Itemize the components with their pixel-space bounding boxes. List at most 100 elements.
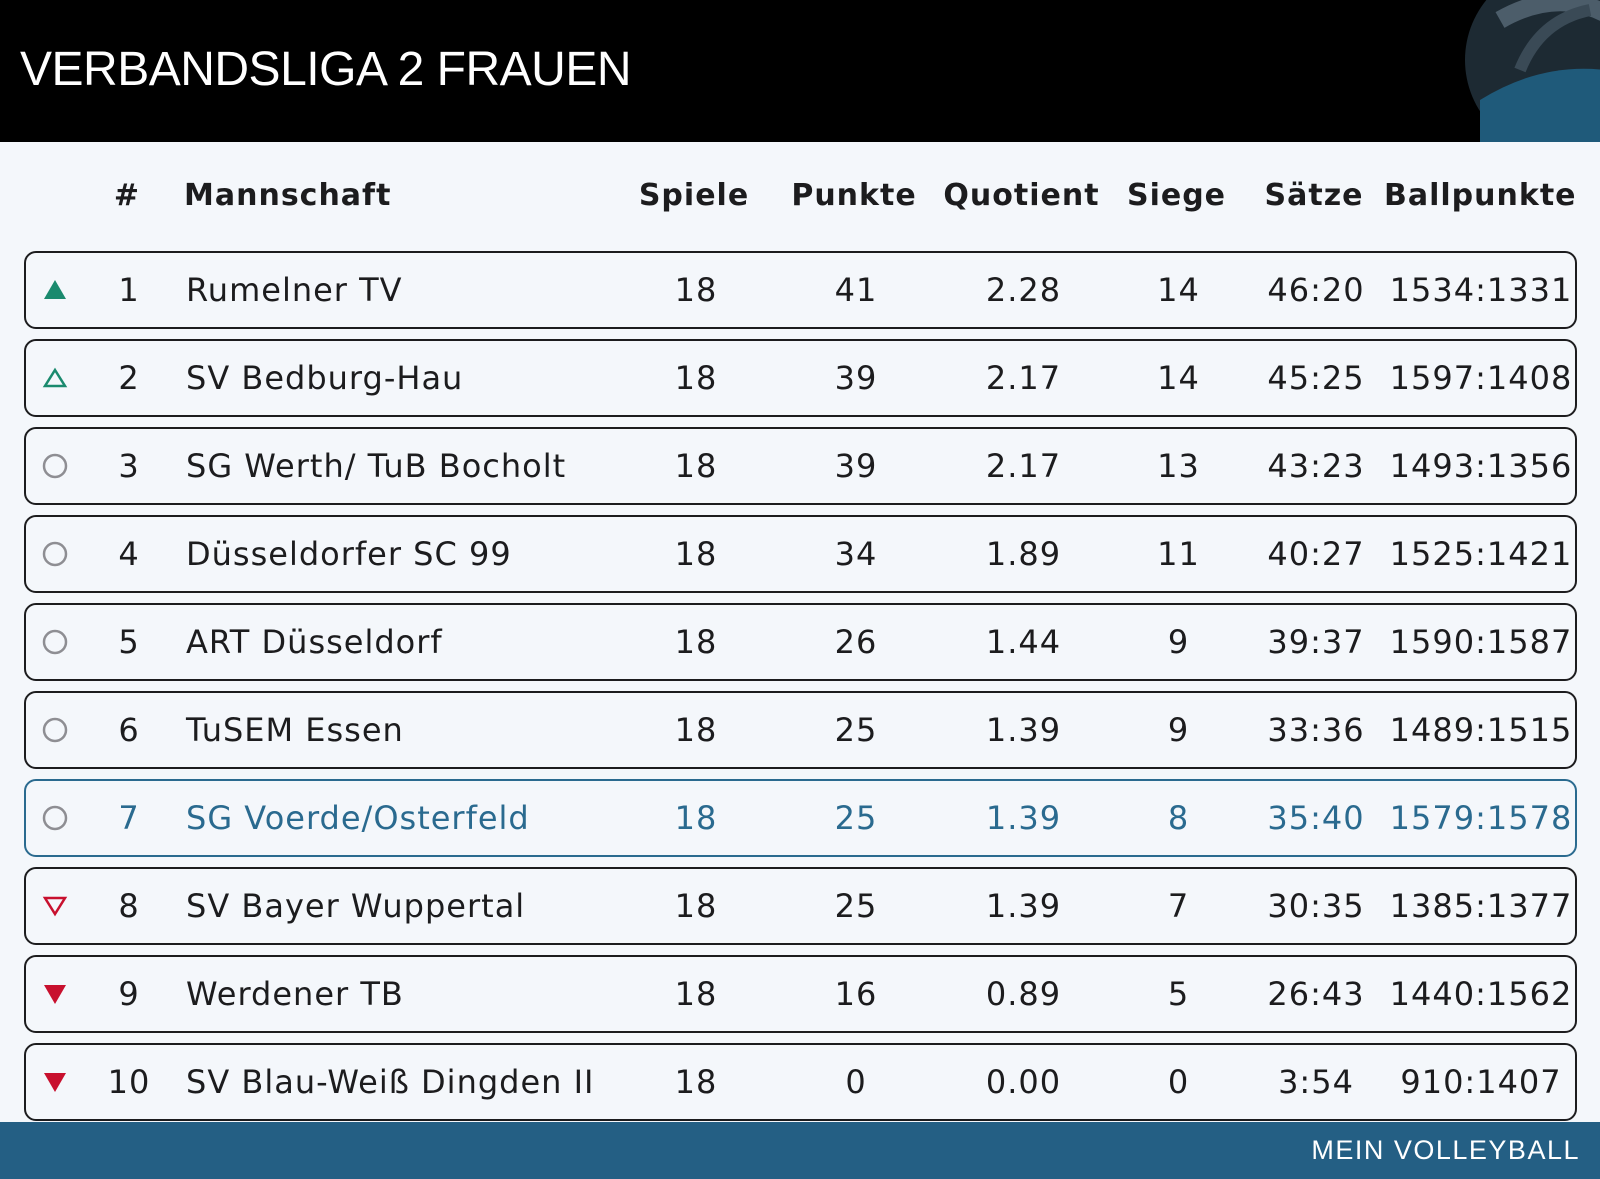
spiele-cell: 18: [674, 447, 718, 485]
quotient-cell: 1.89: [985, 535, 1062, 573]
table-row[interactable]: 2 SV Bedburg-Hau 18 39 2.17 14 45:25 159…: [24, 339, 1577, 417]
quotient-cell: 2.17: [985, 447, 1062, 485]
column-header-saetze: Sätze: [1264, 178, 1364, 213]
table-row[interactable]: 4 Düsseldorfer SC 99 18 34 1.89 11 40:27…: [24, 515, 1577, 593]
ballpunkte-cell: 1525:1421: [1389, 535, 1573, 573]
spiele-cell: 18: [674, 623, 718, 661]
footer-brand-label[interactable]: MEIN VOLLEYBALL: [1311, 1135, 1580, 1165]
quotient-cell: 1.39: [985, 799, 1062, 837]
rank-cell: 2: [118, 359, 140, 397]
siege-cell: 13: [1157, 447, 1200, 485]
rank-cell: 3: [118, 447, 140, 485]
quotient-cell: 0.00: [985, 1063, 1062, 1101]
punkte-cell: 34: [834, 535, 878, 573]
quotient-cell: 1.44: [985, 623, 1062, 661]
punkte-cell: 16: [834, 975, 878, 1013]
team-name-cell: TuSEM Essen: [186, 711, 404, 749]
triangle-up-filled-icon: [44, 280, 66, 299]
table-row[interactable]: 3 SG Werth/ TuB Bocholt 18 39 2.17 13 43…: [24, 427, 1577, 505]
ballpunkte-cell: 910:1407: [1400, 1063, 1562, 1101]
triangle-up-outline-icon: [42, 367, 68, 388]
ballpunkte-cell: 1385:1377: [1389, 887, 1573, 925]
siege-cell: 14: [1157, 359, 1200, 397]
ballpunkte-cell: 1493:1356: [1389, 447, 1573, 485]
table-row[interactable]: 8 SV Bayer Wuppertal 18 25 1.39 7 30:35 …: [24, 867, 1577, 945]
standings-table: 1 Rumelner TV 18 41 2.28 14 46:20 1534:1…: [24, 251, 1577, 1131]
saetze-cell: 39:37: [1267, 623, 1365, 661]
quotient-cell: 0.89: [985, 975, 1062, 1013]
circle-outline-icon: [42, 805, 68, 831]
punkte-cell: 41: [834, 271, 878, 309]
triangle-down-filled-icon: [44, 985, 66, 1004]
siege-cell: 9: [1167, 711, 1190, 749]
team-name-cell: Rumelner TV: [186, 271, 403, 309]
siege-cell: 14: [1157, 271, 1200, 309]
siege-cell: 11: [1157, 535, 1200, 573]
triangle-down-outline-icon: [42, 896, 68, 917]
ballpunkte-cell: 1534:1331: [1389, 271, 1573, 309]
table-header: # Mannschaft Spiele Punkte Quotient Sieg…: [24, 178, 1577, 234]
spiele-cell: 18: [674, 975, 718, 1013]
rank-cell: 10: [107, 1063, 151, 1101]
siege-cell: 0: [1167, 1063, 1190, 1101]
ballpunkte-cell: 1440:1562: [1389, 975, 1573, 1013]
table-row[interactable]: 10 SV Blau-Weiß Dingden II 18 0 0.00 0 3…: [24, 1043, 1577, 1121]
column-header-siege: Siege: [1126, 178, 1227, 213]
ballpunkte-cell: 1590:1587: [1389, 623, 1573, 661]
spiele-cell: 18: [674, 711, 718, 749]
saetze-cell: 45:25: [1267, 359, 1365, 397]
column-header-quotient: Quotient: [943, 178, 1100, 213]
triangle-down-filled-icon: [44, 1073, 66, 1092]
saetze-cell: 33:36: [1267, 711, 1365, 749]
column-header-team: Mannschaft: [184, 178, 392, 213]
saetze-cell: 40:27: [1267, 535, 1365, 573]
punkte-cell: 25: [834, 711, 878, 749]
rank-cell: 7: [118, 799, 140, 837]
punkte-cell: 0: [845, 1063, 867, 1101]
rank-cell: 1: [118, 271, 140, 309]
team-name-cell: Werdener TB: [186, 975, 404, 1013]
siege-cell: 8: [1167, 799, 1190, 837]
table-row[interactable]: 9 Werdener TB 18 16 0.89 5 26:43 1440:15…: [24, 955, 1577, 1033]
team-name-cell: ART Düsseldorf: [186, 623, 443, 661]
punkte-cell: 25: [834, 887, 878, 925]
circle-outline-icon: [42, 453, 68, 479]
spiele-cell: 18: [674, 359, 718, 397]
team-name-cell: SG Werth/ TuB Bocholt: [186, 447, 567, 485]
spiele-cell: 18: [674, 271, 718, 309]
punkte-cell: 39: [834, 359, 878, 397]
column-header-rank: #: [113, 178, 141, 213]
circle-outline-icon: [42, 541, 68, 567]
punkte-cell: 25: [834, 799, 878, 837]
circle-outline-icon: [42, 717, 68, 743]
column-header-ballpunkte: Ballpunkte: [1384, 178, 1577, 213]
quotient-cell: 1.39: [985, 887, 1062, 925]
saetze-cell: 26:43: [1267, 975, 1365, 1013]
spiele-cell: 18: [674, 887, 718, 925]
siege-cell: 5: [1167, 975, 1190, 1013]
team-name-cell: SV Bedburg-Hau: [186, 359, 464, 397]
punkte-cell: 26: [834, 623, 878, 661]
table-row[interactable]: 6 TuSEM Essen 18 25 1.39 9 33:36 1489:15…: [24, 691, 1577, 769]
rank-cell: 4: [118, 535, 140, 573]
quotient-cell: 2.28: [985, 271, 1062, 309]
team-name-cell: SG Voerde/Osterfeld: [186, 799, 530, 837]
quotient-cell: 1.39: [985, 711, 1062, 749]
saetze-cell: 3:54: [1278, 1063, 1354, 1101]
rank-cell: 9: [118, 975, 140, 1013]
siege-cell: 7: [1167, 887, 1190, 925]
saetze-cell: 30:35: [1267, 887, 1365, 925]
saetze-cell: 43:23: [1267, 447, 1365, 485]
table-row[interactable]: 7 SG Voerde/Osterfeld 18 25 1.39 8 35:40…: [24, 779, 1577, 857]
ballpunkte-cell: 1579:1578: [1389, 799, 1573, 837]
table-row[interactable]: 1 Rumelner TV 18 41 2.28 14 46:20 1534:1…: [24, 251, 1577, 329]
spiele-cell: 18: [674, 1063, 718, 1101]
column-header-punkte: Punkte: [791, 178, 917, 213]
page-header: VERBANDSLIGA 2 FRAUEN: [0, 0, 1600, 142]
table-row[interactable]: 5 ART Düsseldorf 18 26 1.44 9 39:37 1590…: [24, 603, 1577, 681]
page-title: VERBANDSLIGA 2 FRAUEN: [20, 43, 632, 96]
rank-cell: 6: [118, 711, 140, 749]
ballpunkte-cell: 1597:1408: [1389, 359, 1573, 397]
siege-cell: 9: [1167, 623, 1190, 661]
quotient-cell: 2.17: [985, 359, 1062, 397]
